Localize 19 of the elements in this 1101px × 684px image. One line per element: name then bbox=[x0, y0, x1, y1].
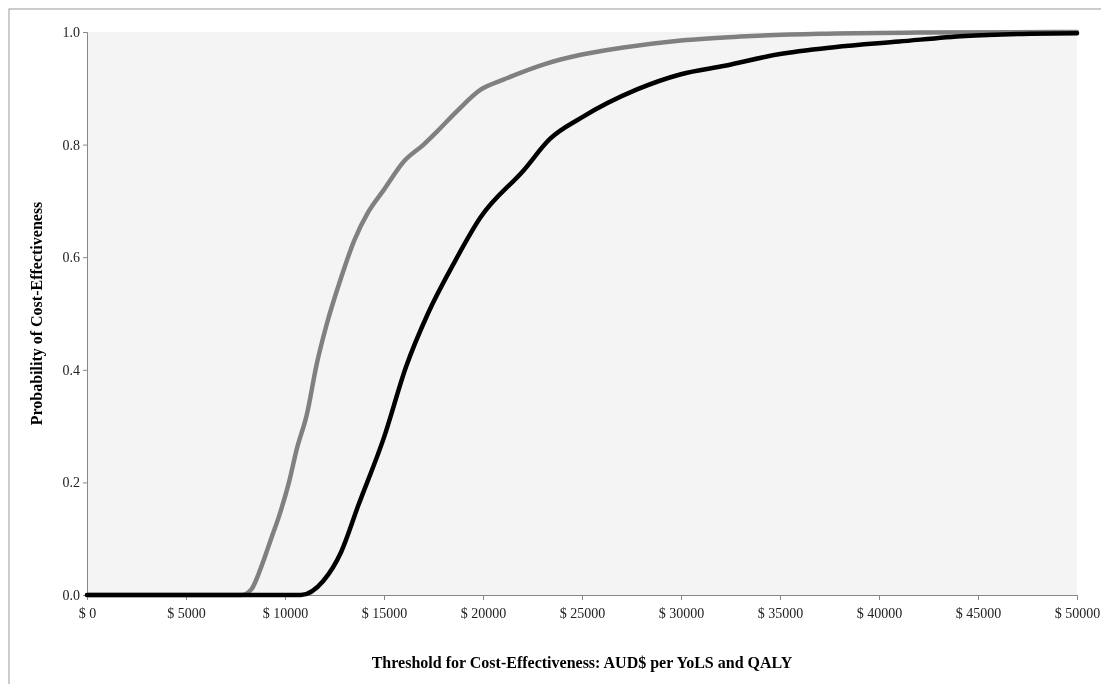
y-tick-label: 0.4 bbox=[62, 362, 80, 378]
x-tick-label: $ 10000 bbox=[262, 606, 309, 622]
x-tick-label: $ 35000 bbox=[757, 606, 804, 622]
y-tick-label: 0.6 bbox=[62, 250, 80, 266]
x-tick-label: $ 30000 bbox=[658, 606, 705, 622]
x-tick-label: $ 45000 bbox=[955, 606, 1002, 622]
x-tick-label: $ 50000 bbox=[1054, 606, 1101, 622]
x-tick-label: $ 40000 bbox=[856, 606, 903, 622]
y-axis-title: Probability of Cost-Effectiveness bbox=[28, 201, 46, 426]
y-tick-label: 0.0 bbox=[62, 587, 80, 603]
x-tick-label: $ 15000 bbox=[361, 606, 408, 622]
x-tick-label: $ 0 bbox=[78, 606, 97, 622]
x-axis-title: Threshold for Cost-Effectiveness: AUD$ per YoLS and QALY bbox=[371, 654, 793, 672]
x-tick-label: $ 5000 bbox=[167, 606, 206, 622]
x-tick-label: $ 20000 bbox=[460, 606, 507, 622]
y-tick-label: 0.8 bbox=[62, 137, 80, 153]
y-tick-label: 1.0 bbox=[62, 24, 80, 40]
y-tick-label: 0.2 bbox=[62, 475, 80, 491]
x-tick-label: $ 25000 bbox=[559, 606, 606, 622]
